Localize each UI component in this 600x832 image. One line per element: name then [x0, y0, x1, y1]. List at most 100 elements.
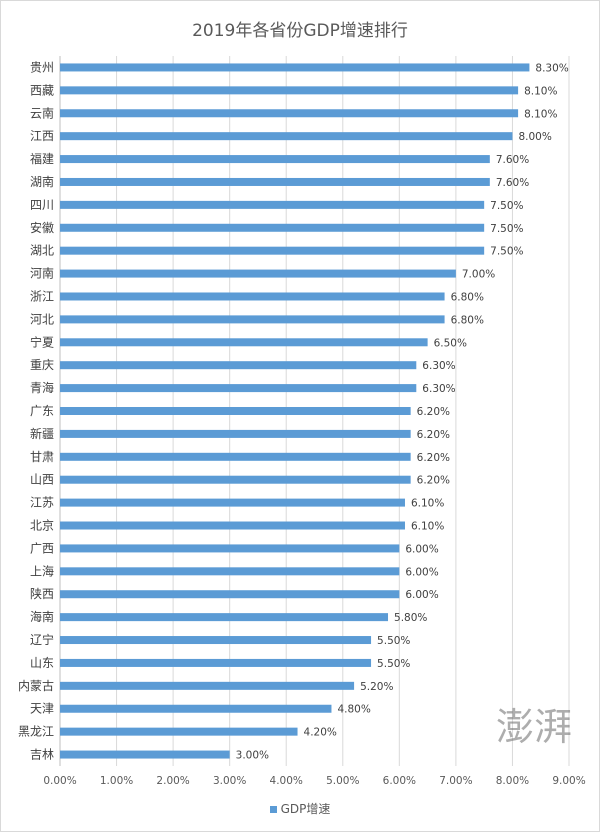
data-label: 5.50% — [377, 658, 410, 670]
bar — [60, 544, 400, 553]
data-label: 6.20% — [417, 406, 450, 418]
category-label: 新疆 — [30, 426, 54, 441]
bar — [60, 567, 400, 576]
bar — [60, 613, 389, 622]
data-label: 7.60% — [496, 154, 529, 166]
bar — [60, 704, 332, 713]
logo-watermark: 澎湃 — [496, 705, 572, 749]
bar — [60, 63, 530, 72]
x-tick-label: 2.00% — [156, 775, 189, 787]
x-tick-label: 1.00% — [100, 775, 133, 787]
x-axis-ticks: 0.00% 1.00% 2.00% 3.00% 4.00% 5.00% 6.00% 7.00%… — [43, 775, 585, 787]
legend: GDP增速 — [0, 800, 600, 817]
bar — [60, 177, 490, 186]
data-label: 7.00% — [462, 269, 495, 281]
category-label: 福建 — [30, 151, 54, 166]
category-label: 广西 — [30, 541, 54, 555]
category-label: 广东 — [30, 404, 54, 418]
category-label: 安徽 — [30, 220, 54, 235]
category-label: 吉林 — [30, 748, 54, 762]
bar — [60, 521, 405, 530]
category-label: 青海 — [30, 380, 54, 395]
bar — [60, 109, 519, 118]
data-label: 6.80% — [451, 314, 484, 326]
x-tick-label: 0.00% — [43, 775, 76, 787]
data-label: 5.20% — [360, 681, 393, 693]
category-label: 宁夏 — [30, 334, 54, 349]
bar — [60, 429, 411, 438]
bar — [60, 475, 411, 484]
category-label: 西藏 — [30, 83, 54, 97]
data-label: 7.50% — [490, 223, 523, 235]
category-label: 四川 — [30, 198, 54, 212]
category-label: 河南 — [30, 266, 54, 281]
category-label: 河北 — [30, 312, 54, 326]
category-label: 甘肃 — [30, 450, 54, 464]
chart-title: 2019年各省份GDP增速排行 — [192, 21, 408, 41]
bar — [60, 200, 485, 209]
bar — [60, 636, 372, 645]
data-label: 6.50% — [434, 337, 467, 349]
data-label: 8.30% — [535, 62, 568, 74]
data-label: 6.20% — [417, 452, 450, 464]
x-tick-label: 8.00% — [496, 775, 529, 787]
data-label: 6.20% — [417, 429, 450, 441]
category-label: 内蒙古 — [18, 678, 54, 693]
x-tick-label: 9.00% — [552, 775, 585, 787]
bar — [60, 727, 298, 736]
data-label: 6.00% — [405, 543, 438, 555]
x-tick-label: 3.00% — [213, 775, 246, 787]
category-label: 湖北 — [30, 243, 54, 258]
category-label: 上海 — [30, 563, 54, 578]
category-label: 天津 — [30, 702, 54, 716]
x-tick-label: 7.00% — [439, 775, 472, 787]
category-label: 辽宁 — [30, 632, 54, 647]
category-label: 北京 — [30, 519, 54, 533]
category-label: 云南 — [30, 105, 54, 120]
category-label: 山东 — [30, 656, 54, 670]
bars — [60, 63, 530, 759]
data-label: 4.20% — [304, 727, 337, 739]
data-label: 6.10% — [411, 521, 444, 533]
data-label: 7.50% — [490, 200, 523, 212]
bar — [60, 246, 485, 255]
category-label: 山西 — [30, 473, 54, 487]
x-tick-label: 6.00% — [383, 775, 416, 787]
watermark-text: 澎湃 — [496, 705, 572, 749]
bar — [60, 452, 411, 461]
bar — [60, 223, 485, 232]
data-label: 6.30% — [422, 360, 455, 372]
category-label: 重庆 — [30, 358, 54, 372]
data-label: 6.00% — [405, 566, 438, 578]
bar — [60, 315, 445, 324]
data-label: 6.30% — [422, 383, 455, 395]
data-label: 5.80% — [394, 612, 427, 624]
bar — [60, 361, 417, 370]
data-label: 8.10% — [524, 108, 557, 120]
category-label: 浙江 — [30, 289, 54, 303]
data-label: 6.10% — [411, 498, 444, 510]
category-label: 贵州 — [30, 60, 54, 74]
bar — [60, 658, 372, 667]
bar — [60, 681, 355, 690]
bar — [60, 269, 456, 278]
bar — [60, 590, 400, 599]
data-label: 7.50% — [490, 246, 523, 258]
bar — [60, 132, 513, 141]
bar — [60, 338, 428, 347]
category-label: 黑龙江 — [18, 725, 54, 739]
bar — [60, 407, 411, 415]
category-label: 江苏 — [30, 496, 54, 510]
category-label: 海南 — [30, 609, 54, 624]
data-label: 4.80% — [337, 704, 370, 716]
bar — [60, 750, 230, 759]
category-label: 江西 — [30, 129, 54, 143]
data-label: 6.80% — [451, 291, 484, 303]
bar-chart: 贵州西藏云南江西福建湖南四川安徽湖北河南浙江河北宁夏重庆青海广东新疆甘肃山西江苏… — [18, 56, 586, 787]
data-label: 6.20% — [417, 475, 450, 487]
bar — [60, 86, 519, 95]
data-label: 5.50% — [377, 635, 410, 647]
bar — [60, 498, 405, 507]
data-label: 8.00% — [518, 131, 551, 143]
value-labels: 8.30% 8.10% 8.10% 8.00% 7.60% 7.60% 7.50% 7.50%… — [236, 62, 569, 761]
